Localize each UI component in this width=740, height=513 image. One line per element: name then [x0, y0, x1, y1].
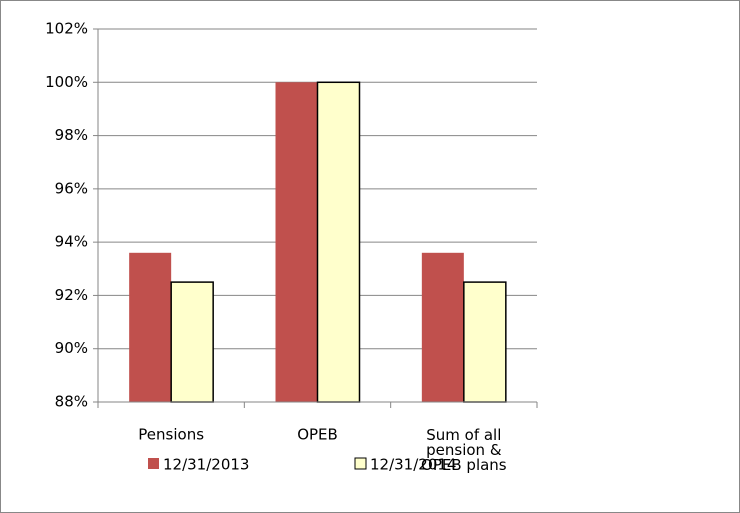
- y-tick-label: 98%: [55, 126, 88, 144]
- y-tick-label: 96%: [55, 179, 88, 197]
- y-tick-label: 90%: [55, 339, 88, 357]
- legend-swatch: [148, 458, 159, 469]
- bar: [170, 281, 214, 403]
- x-tick-label: Sum of all pension & OPEB plans: [421, 426, 507, 474]
- bar: [129, 252, 172, 402]
- y-tick-label: 94%: [55, 233, 88, 251]
- bar: [421, 252, 464, 402]
- x-tick-label: Pensions: [138, 426, 204, 444]
- y-tick-label: 88%: [55, 393, 88, 411]
- y-tick-label: 102%: [45, 20, 88, 38]
- legend-swatch: [354, 457, 367, 470]
- bar: [463, 281, 507, 403]
- y-tick-label: 100%: [45, 73, 88, 91]
- x-tick-label: OPEB: [297, 426, 338, 444]
- legend-label: 12/31/2013: [163, 456, 249, 474]
- bar: [316, 81, 361, 403]
- bar: [275, 82, 318, 403]
- y-tick-label: 92%: [55, 286, 88, 304]
- legend-label: 12/31/2014: [370, 456, 456, 474]
